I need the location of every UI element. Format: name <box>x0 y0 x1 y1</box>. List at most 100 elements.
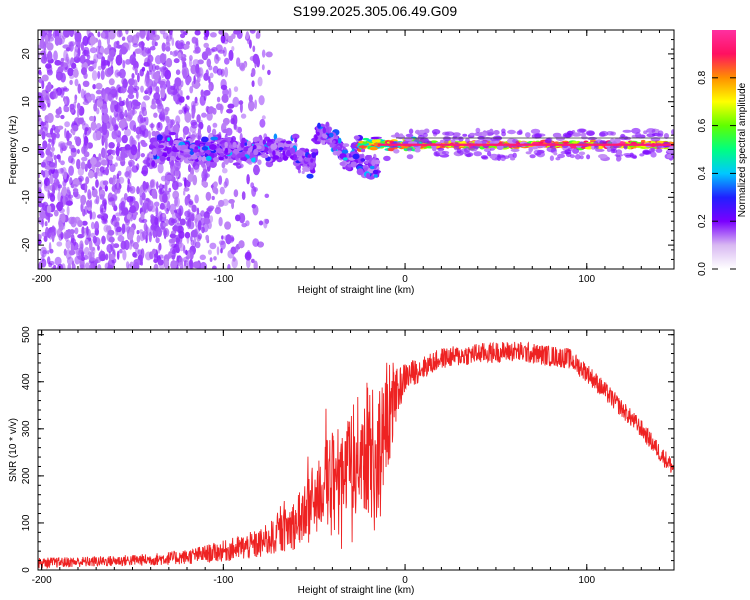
spectrogram-cell <box>383 155 391 162</box>
spectrogram-cell <box>47 212 51 223</box>
spectrogram-cell <box>97 65 102 71</box>
spectrogram-cell <box>197 160 204 165</box>
spectrogram-cell <box>149 225 154 237</box>
spectrogram-cell <box>207 249 212 255</box>
spectrogram-cell <box>632 155 637 159</box>
spectrogram-cell <box>187 209 191 218</box>
spectrogram-cell <box>107 264 114 269</box>
y-tick-label: 200 <box>21 467 32 484</box>
spectrogram-cell <box>194 165 200 173</box>
spectrogram-cell <box>168 187 172 193</box>
spectrogram-cell <box>240 113 247 119</box>
spectrogram-cell <box>101 235 106 245</box>
spectrogram-cell <box>80 161 86 170</box>
spectrogram-cell <box>189 86 194 94</box>
spectrogram-cell <box>85 176 90 185</box>
spectrogram-cell <box>119 248 123 254</box>
spectrogram-cell <box>49 193 56 202</box>
spectrogram-cell <box>258 220 264 226</box>
spectrogram-cell <box>44 221 48 227</box>
spectrogram-cell <box>80 251 85 258</box>
spectrogram-cell <box>152 148 157 156</box>
spectrogram-cell <box>194 241 201 249</box>
spectrogram-cell <box>372 169 379 175</box>
spectrogram-cell <box>162 193 168 203</box>
spectrogram-cell <box>140 85 144 93</box>
spectrogram-cell <box>341 149 349 154</box>
spectrogram-cell <box>169 233 176 239</box>
spectrogram-cell <box>231 201 235 209</box>
spectrogram-cell <box>308 160 316 167</box>
spectrogram-cell <box>162 222 167 227</box>
spectrogram-cell <box>126 196 134 203</box>
spectrogram-cell <box>205 47 211 55</box>
spectrogram-cell <box>193 49 200 54</box>
spectrogram-cell <box>64 99 67 105</box>
spectrogram-cell <box>44 177 50 187</box>
spectrogram-cell <box>42 169 50 178</box>
spectrogram-cell <box>58 143 66 149</box>
spectrogram-cell <box>228 87 232 98</box>
spectrogram-cell <box>241 223 247 228</box>
spectrogram-cell <box>159 202 165 210</box>
spectrogram-cell <box>145 87 152 93</box>
spectrogram-cell <box>182 126 190 135</box>
spectrogram-cell <box>103 47 110 55</box>
spectrogram-cell <box>564 149 572 155</box>
spectrogram-cell <box>193 228 198 238</box>
spectrogram-cell <box>115 135 122 144</box>
spectrogram-cell <box>89 47 97 54</box>
spectrogram-cell <box>45 156 53 162</box>
spectrogram-cell <box>243 146 248 152</box>
spectrogram-cell <box>291 133 300 140</box>
spectrogram-cell <box>51 132 57 139</box>
spectrogram-cell <box>238 100 244 105</box>
spectrogram-cell <box>639 153 645 157</box>
spectrogram-cell <box>176 240 180 248</box>
spectrogram-cell <box>212 128 217 136</box>
spectrogram-cell <box>103 201 107 210</box>
spectrogram-cell <box>41 131 46 140</box>
spectrogram-cell <box>125 261 130 269</box>
spectrogram-cell <box>135 90 139 100</box>
spectrogram-cell <box>129 135 134 147</box>
spectrogram-cell <box>186 95 190 100</box>
spectrogram-cell <box>63 30 71 38</box>
spectrogram-cell <box>141 165 149 177</box>
spectrogram-cell <box>89 210 93 220</box>
spectrogram-cell <box>218 175 223 186</box>
spectrogram-cell <box>362 141 368 145</box>
y-tick-label: 10 <box>21 96 32 108</box>
spectrogram-cell <box>208 65 213 71</box>
spectrogram-cell <box>115 54 123 66</box>
spectrogram-cell <box>122 249 127 261</box>
spectrogram-cell <box>606 147 612 152</box>
spectrogram-cell <box>306 173 314 179</box>
spectrogram-cell <box>437 147 445 152</box>
spectrogram-cell <box>41 258 47 268</box>
spectrogram-cell <box>332 140 336 144</box>
spectrogram-cell <box>94 171 98 179</box>
spectrogram-cell <box>69 30 74 37</box>
spectrogram-cell <box>89 250 95 262</box>
spectrogram-cell <box>531 146 539 150</box>
spectrogram-cell <box>227 264 231 269</box>
spectrogram-cell <box>249 30 256 34</box>
spectrogram-cell <box>149 30 152 40</box>
spectrogram-cell <box>67 67 74 77</box>
spectrogram-cell <box>116 250 120 260</box>
spectrogram-cell <box>180 33 186 39</box>
spectrogram-cell <box>646 128 656 134</box>
spectrogram-cell <box>212 265 217 269</box>
spectrogram-cell <box>209 215 214 223</box>
spectrogram-cell <box>598 132 606 137</box>
spectrogram-cell <box>84 262 90 269</box>
spectrogram-cell <box>501 128 506 134</box>
x-tick-label: -200 <box>32 575 52 586</box>
spectrogram-cell <box>190 134 196 138</box>
spectrogram-cell <box>105 30 109 40</box>
spectrogram-cell <box>188 164 191 173</box>
spectrogram-cell <box>578 151 586 156</box>
spectrogram-cell <box>152 248 156 255</box>
spectrogram-cell <box>130 216 133 222</box>
